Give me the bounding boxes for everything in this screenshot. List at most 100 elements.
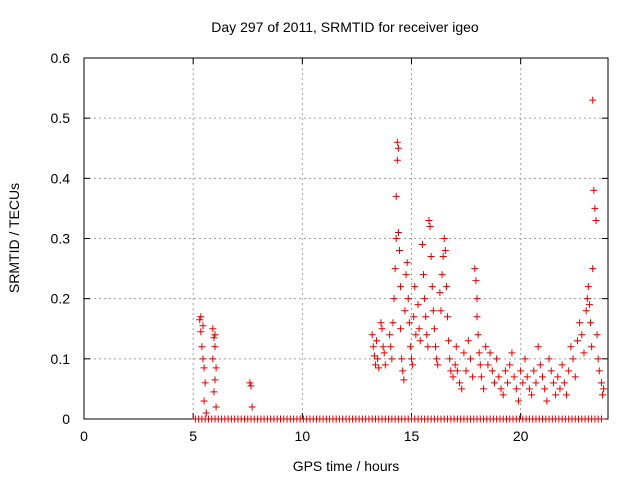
data-point <box>398 355 406 363</box>
data-point <box>423 331 431 339</box>
data-point <box>202 409 210 417</box>
data-point <box>399 367 407 375</box>
data-point <box>379 343 387 351</box>
data-point <box>389 319 397 327</box>
data-point <box>571 373 579 381</box>
data-point <box>422 313 430 321</box>
data-point <box>392 192 400 200</box>
y-tick-label: 0.4 <box>51 170 71 186</box>
data-point <box>471 265 479 273</box>
data-point <box>197 328 205 336</box>
data-point <box>599 391 607 399</box>
data-point <box>590 186 598 194</box>
data-point <box>397 325 405 333</box>
data-points <box>191 96 608 423</box>
data-point <box>528 391 536 399</box>
data-point <box>539 373 546 381</box>
data-point <box>578 331 586 339</box>
data-point <box>391 265 399 273</box>
data-point <box>394 228 402 236</box>
data-point <box>451 361 459 369</box>
y-tick-label: 0.3 <box>51 231 71 247</box>
x-axis-label: GPS time / hours <box>293 458 400 474</box>
data-point <box>445 337 453 345</box>
data-point <box>381 361 389 369</box>
data-point <box>594 355 602 363</box>
data-point <box>442 283 450 291</box>
x-tick-label: 15 <box>404 428 420 444</box>
data-point <box>410 313 418 321</box>
data-point <box>449 373 457 381</box>
data-point <box>421 295 429 303</box>
data-point <box>488 367 496 375</box>
y-tick-label: 0.6 <box>51 50 71 66</box>
data-point <box>600 385 608 393</box>
data-point <box>473 313 481 321</box>
data-point <box>210 388 218 396</box>
axis-ticks: 0 5 10 15 20 0 0.1 0.2 0.3 0.4 0.5 0.6 <box>51 50 608 444</box>
data-point <box>486 349 494 357</box>
y-tick-label: 0.5 <box>51 110 71 126</box>
data-point <box>402 271 410 279</box>
data-point <box>525 385 533 393</box>
data-point <box>472 277 480 285</box>
data-point <box>199 322 207 330</box>
data-point <box>200 397 208 405</box>
data-point <box>473 295 481 303</box>
data-point <box>589 265 597 273</box>
data-point <box>490 379 498 387</box>
data-point <box>209 355 217 363</box>
data-point <box>593 331 601 339</box>
data-point <box>447 367 455 375</box>
data-point <box>200 364 208 372</box>
data-point <box>437 307 445 315</box>
data-point <box>552 391 560 399</box>
data-point <box>543 397 551 405</box>
data-point <box>584 283 592 291</box>
data-point <box>373 337 381 345</box>
data-point <box>592 216 600 224</box>
data-point <box>416 337 424 345</box>
data-point <box>424 343 432 351</box>
data-point <box>440 235 448 242</box>
data-point <box>444 313 452 321</box>
data-point <box>420 271 428 279</box>
data-point <box>248 403 256 411</box>
data-point <box>480 385 488 393</box>
data-point <box>395 247 403 255</box>
data-point <box>427 253 435 261</box>
data-point <box>589 96 597 104</box>
data-point <box>512 385 520 393</box>
data-point <box>462 367 470 375</box>
data-point <box>374 355 382 363</box>
data-point <box>567 343 575 351</box>
data-point <box>434 361 442 369</box>
data-point <box>414 301 422 309</box>
x-tick-label: 20 <box>513 428 529 444</box>
data-point <box>212 403 220 411</box>
data-point <box>368 331 376 339</box>
data-point <box>595 367 603 375</box>
data-point <box>400 376 408 384</box>
data-point <box>587 319 595 327</box>
data-point <box>514 397 522 405</box>
data-point <box>458 385 466 393</box>
data-point <box>210 334 218 342</box>
data-point <box>495 373 503 381</box>
data-point <box>523 373 531 381</box>
data-point <box>519 379 527 387</box>
data-point <box>408 355 415 363</box>
data-point <box>569 355 577 363</box>
data-point <box>403 259 411 267</box>
data-point <box>460 349 468 357</box>
data-point <box>199 355 207 363</box>
data-point <box>517 367 525 375</box>
data-point <box>469 373 477 381</box>
data-point <box>576 319 584 327</box>
data-point <box>428 283 436 291</box>
data-point <box>426 222 434 230</box>
data-point <box>415 325 423 333</box>
data-point <box>429 307 437 315</box>
data-point <box>247 382 255 390</box>
